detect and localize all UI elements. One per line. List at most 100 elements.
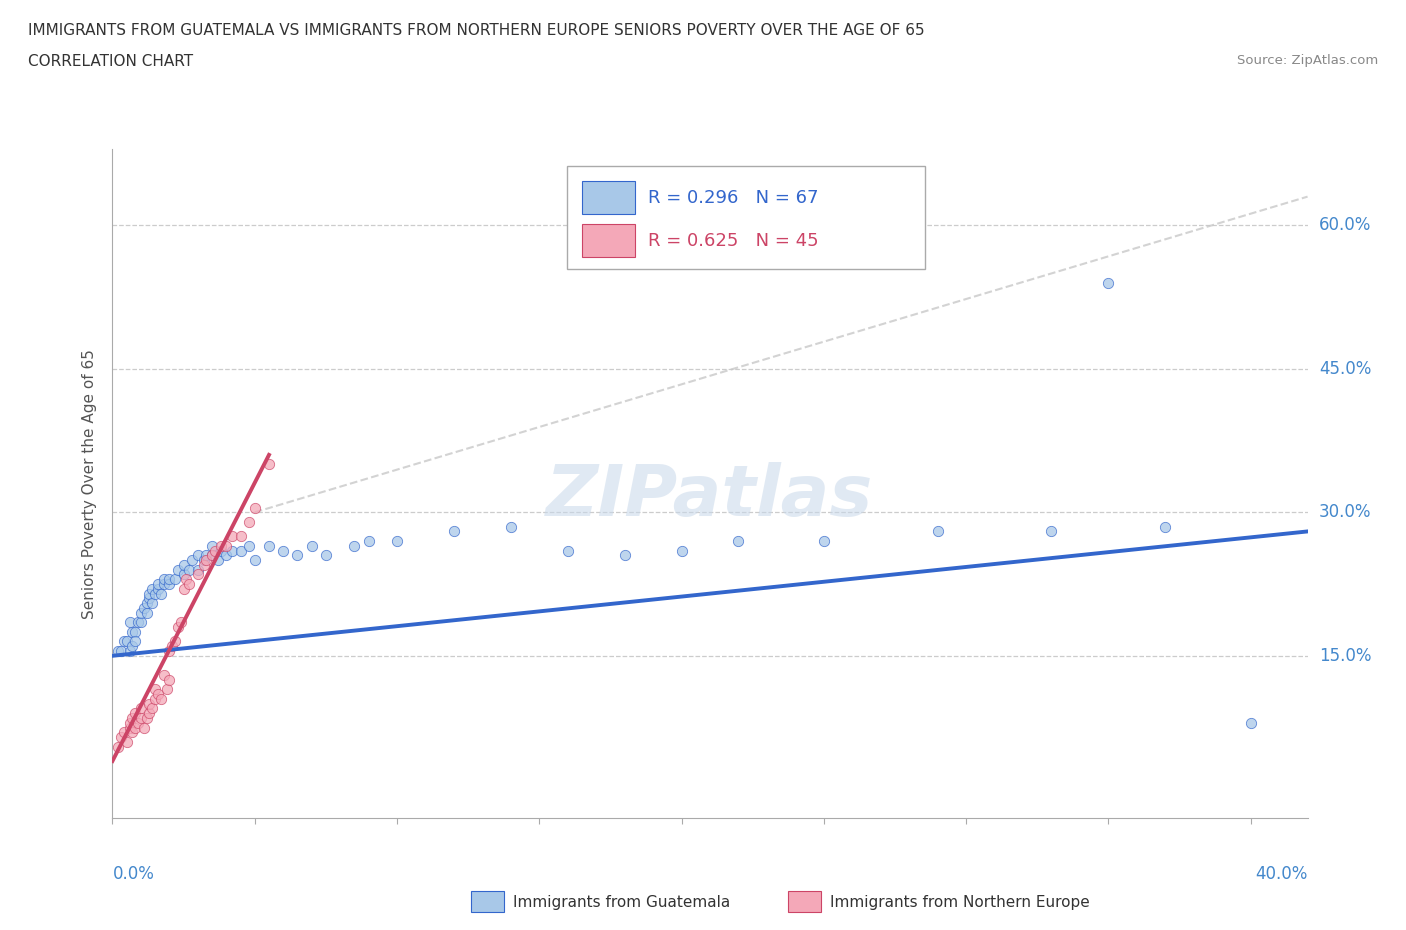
Point	[201, 538, 224, 553]
Point	[343, 538, 366, 553]
Text: 45.0%: 45.0%	[1319, 360, 1371, 378]
Point	[157, 672, 180, 687]
Point	[215, 548, 238, 563]
Point	[727, 534, 749, 549]
Point	[138, 697, 160, 711]
Point	[613, 548, 636, 563]
Point	[143, 586, 166, 601]
Point	[162, 639, 183, 654]
Point	[149, 691, 172, 706]
Point	[209, 543, 232, 558]
Point	[257, 457, 280, 472]
Point	[1240, 715, 1263, 730]
Text: 60.0%: 60.0%	[1319, 217, 1371, 234]
Point	[129, 711, 152, 725]
Bar	[471, 891, 505, 912]
Point	[443, 524, 465, 538]
Point	[209, 538, 232, 553]
Point	[138, 706, 160, 721]
Point	[173, 581, 195, 596]
Point	[167, 619, 190, 634]
Point	[135, 605, 157, 620]
Point	[129, 605, 152, 620]
Point	[243, 500, 266, 515]
Point	[229, 543, 252, 558]
Point	[195, 548, 218, 563]
Point	[146, 577, 169, 591]
Point	[173, 567, 195, 582]
Point	[141, 596, 163, 611]
Point	[149, 586, 172, 601]
Point	[165, 572, 187, 587]
Point	[1040, 524, 1063, 538]
FancyBboxPatch shape	[567, 166, 925, 270]
Point	[813, 534, 835, 549]
Text: IMMIGRANTS FROM GUATEMALA VS IMMIGRANTS FROM NORTHERN EUROPE SENIORS POVERTY OVE: IMMIGRANTS FROM GUATEMALA VS IMMIGRANTS …	[28, 23, 925, 38]
Point	[141, 581, 163, 596]
Text: R = 0.296   N = 67: R = 0.296 N = 67	[648, 189, 818, 206]
Point	[135, 596, 157, 611]
Point	[118, 720, 141, 735]
Point	[257, 538, 280, 553]
Point	[115, 735, 138, 750]
Text: 15.0%: 15.0%	[1319, 646, 1371, 665]
Point	[221, 543, 243, 558]
Point	[193, 552, 215, 567]
Text: R = 0.625   N = 45: R = 0.625 N = 45	[648, 232, 818, 250]
Point	[238, 514, 260, 529]
Bar	[787, 891, 821, 912]
Point	[110, 644, 132, 658]
Point	[179, 577, 201, 591]
Point	[143, 691, 166, 706]
Point	[1154, 519, 1177, 534]
Point	[107, 739, 129, 754]
Point	[152, 572, 174, 587]
Point	[118, 644, 141, 658]
Point	[927, 524, 949, 538]
Text: 0.0%: 0.0%	[112, 865, 155, 884]
Point	[157, 644, 180, 658]
Point	[143, 682, 166, 697]
Point	[138, 591, 160, 605]
Point	[215, 538, 238, 553]
Point	[110, 730, 132, 745]
Point	[195, 552, 218, 567]
Point	[127, 615, 149, 630]
Point	[187, 548, 209, 563]
Point	[135, 711, 157, 725]
Point	[127, 715, 149, 730]
Point	[671, 543, 693, 558]
Point	[557, 543, 579, 558]
Point	[124, 624, 146, 639]
Point	[112, 634, 135, 649]
Point	[243, 552, 266, 567]
Text: 30.0%: 30.0%	[1319, 503, 1371, 522]
Point	[238, 538, 260, 553]
Point	[155, 682, 177, 697]
Point	[124, 706, 146, 721]
Point	[173, 557, 195, 572]
Text: Immigrants from Guatemala: Immigrants from Guatemala	[513, 895, 730, 910]
Point	[121, 624, 143, 639]
Text: 40.0%: 40.0%	[1256, 865, 1308, 884]
Point	[124, 634, 146, 649]
Point	[229, 529, 252, 544]
Point	[167, 563, 190, 578]
Point	[193, 557, 215, 572]
Point	[187, 563, 209, 578]
Point	[118, 615, 141, 630]
Point	[271, 543, 294, 558]
Point	[165, 634, 187, 649]
Point	[146, 686, 169, 701]
Point	[157, 572, 180, 587]
Point	[499, 519, 522, 534]
Point	[1097, 275, 1119, 290]
FancyBboxPatch shape	[582, 181, 634, 214]
Point	[152, 668, 174, 683]
Point	[107, 644, 129, 658]
Point	[129, 615, 152, 630]
Point	[146, 581, 169, 596]
Point	[112, 724, 135, 739]
Point	[221, 529, 243, 544]
Point	[176, 572, 198, 587]
